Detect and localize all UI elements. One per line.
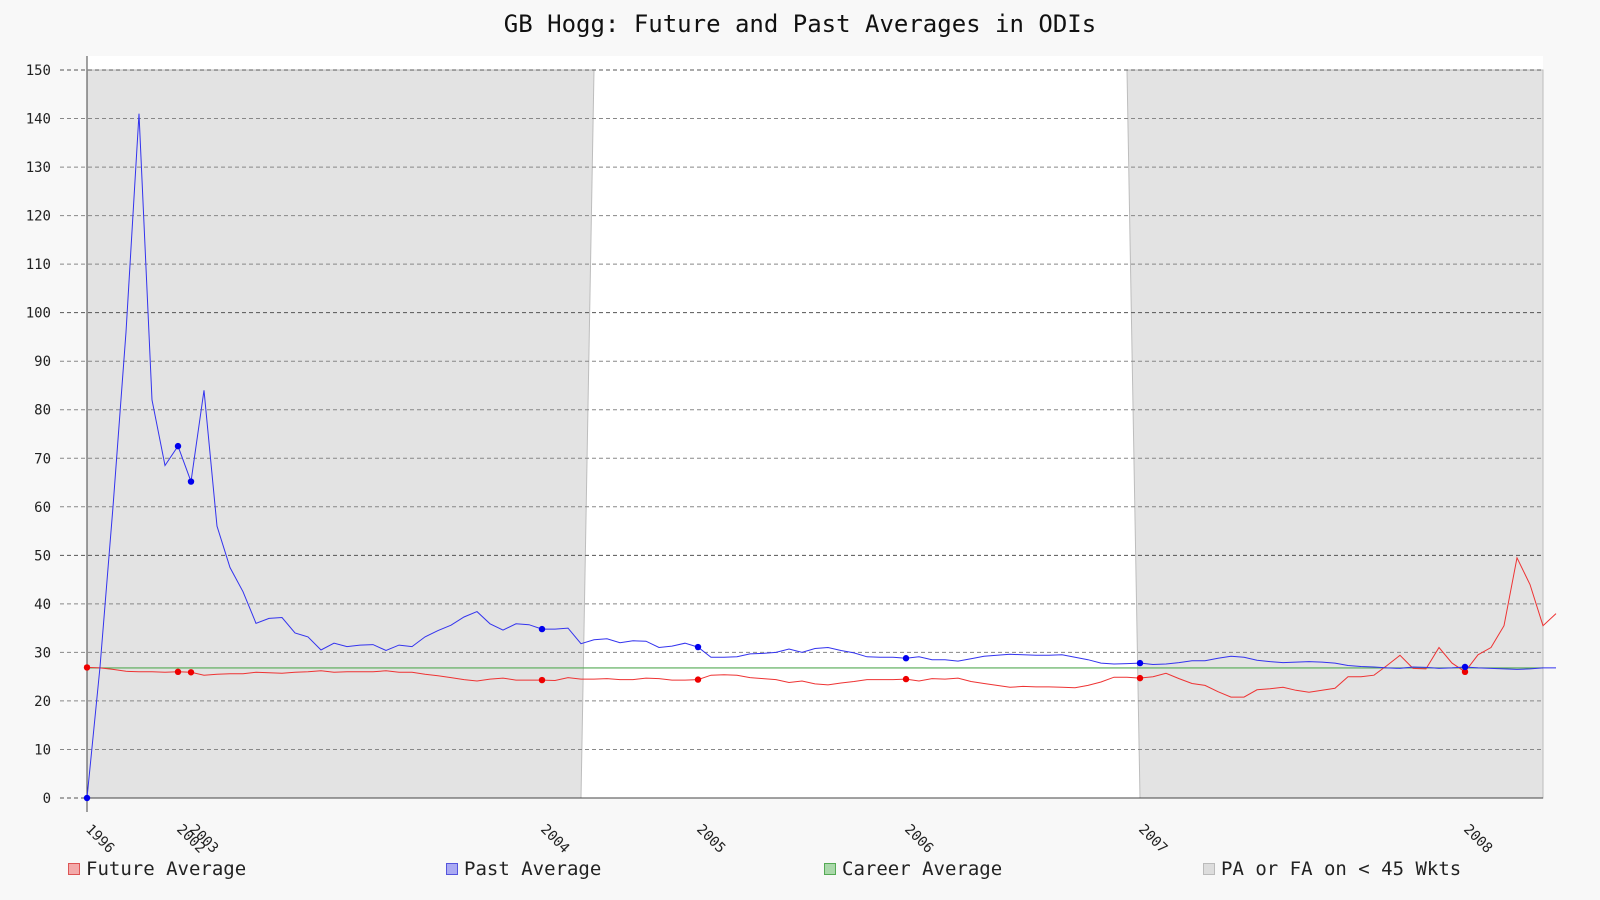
series-marker-future-average-63 — [902, 675, 910, 683]
legend: Future Average Past Average Career Avera… — [0, 858, 1600, 888]
x-tick-label-2008: 2008 — [1460, 822, 1495, 857]
legend-item-past-average[interactable]: Past Average — [446, 858, 601, 880]
y-tick-label-80: 80 — [34, 403, 51, 419]
y-tick-label-10: 10 — [34, 742, 51, 758]
x-tick-label-2004: 2004 — [537, 822, 572, 857]
y-tick-label-60: 60 — [34, 500, 51, 516]
x-tick-label-1996: 1996 — [82, 822, 117, 857]
series-marker-future-average-35 — [538, 676, 546, 684]
y-tick-label-100: 100 — [26, 306, 51, 322]
x-tick-label-2007: 2007 — [1135, 822, 1170, 857]
y-tick-label-50: 50 — [34, 548, 51, 564]
legend-swatch-few-wickets — [1203, 863, 1215, 875]
y-tick-label-140: 140 — [26, 112, 51, 128]
y-tick-label-40: 40 — [34, 597, 51, 613]
y-tick-label-120: 120 — [26, 209, 51, 225]
series-marker-future-average-106 — [1461, 668, 1469, 676]
series-marker-past-average-0 — [83, 794, 91, 802]
series-marker-future-average-7 — [174, 668, 182, 676]
y-tick-label-90: 90 — [34, 354, 51, 370]
x-tick-label-2006: 2006 — [901, 822, 936, 857]
y-tick-label-30: 30 — [34, 645, 51, 661]
legend-swatch-career-average — [824, 863, 836, 875]
series-marker-future-average-0 — [83, 664, 91, 671]
legend-label-past-average: Past Average — [464, 858, 602, 880]
shaded-region-0 — [86, 69, 595, 799]
legend-swatch-future-average — [68, 863, 80, 875]
series-line-future-average — [86, 556, 1557, 698]
y-tick-label-110: 110 — [26, 257, 51, 273]
series-marker-future-average-47 — [694, 676, 702, 683]
legend-item-future-average[interactable]: Future Average — [68, 858, 246, 880]
legend-label-career-average: Career Average — [842, 858, 1003, 880]
legend-swatch-past-average — [446, 863, 458, 875]
series-marker-future-average-8 — [187, 669, 195, 676]
series-marker-past-average-7 — [174, 442, 182, 450]
y-tick-label-0: 0 — [43, 791, 51, 807]
legend-item-career-average[interactable]: Career Average — [824, 858, 1002, 880]
y-tick-label-130: 130 — [26, 160, 51, 176]
y-tick-label-150: 150 — [26, 63, 51, 79]
series-marker-past-average-106 — [1461, 663, 1469, 671]
y-tick-label-70: 70 — [34, 451, 51, 467]
series-marker-past-average-81 — [1136, 659, 1144, 667]
series-marker-past-average-47 — [694, 643, 702, 651]
series-marker-past-average-8 — [187, 478, 195, 485]
legend-item-few-wickets[interactable]: PA or FA on < 45 Wkts — [1203, 858, 1461, 880]
chart-title: GB Hogg: Future and Past Averages in ODI… — [503, 10, 1097, 38]
y-tick-label-20: 20 — [34, 694, 51, 710]
series-line-past-average — [86, 113, 1556, 799]
x-tick-label-2005: 2005 — [693, 822, 728, 857]
legend-label-future-average: Future Average — [86, 858, 247, 880]
series-marker-past-average-35 — [538, 625, 546, 633]
series-marker-past-average-63 — [902, 655, 910, 662]
legend-label-few-wickets: PA or FA on < 45 Wkts — [1221, 858, 1462, 880]
series-marker-future-average-81 — [1136, 674, 1144, 682]
